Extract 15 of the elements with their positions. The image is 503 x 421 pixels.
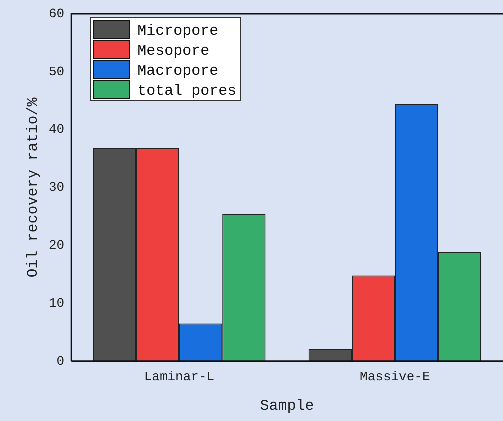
legend-label: Macropore xyxy=(138,62,219,80)
x-tick-label: Massive-E xyxy=(360,370,430,385)
legend-label: Mesopore xyxy=(138,42,210,60)
y-tick-label: 20 xyxy=(48,238,65,254)
y-tick-label: 30 xyxy=(48,180,65,196)
y-tick-label: 40 xyxy=(48,122,65,138)
legend-label: Micropore xyxy=(138,22,219,40)
x-tick-label: Laminar-L xyxy=(144,370,215,385)
y-tick-label: 60 xyxy=(48,6,65,22)
y-tick-label: 10 xyxy=(48,296,65,311)
legend-label: total pores xyxy=(138,82,237,100)
x-axis-title: Sample xyxy=(260,398,314,415)
y-tick-label: 0 xyxy=(56,354,65,369)
y-tick-label: 50 xyxy=(48,64,65,80)
y-axis-title: Oil recovery ratio/% xyxy=(24,96,42,278)
